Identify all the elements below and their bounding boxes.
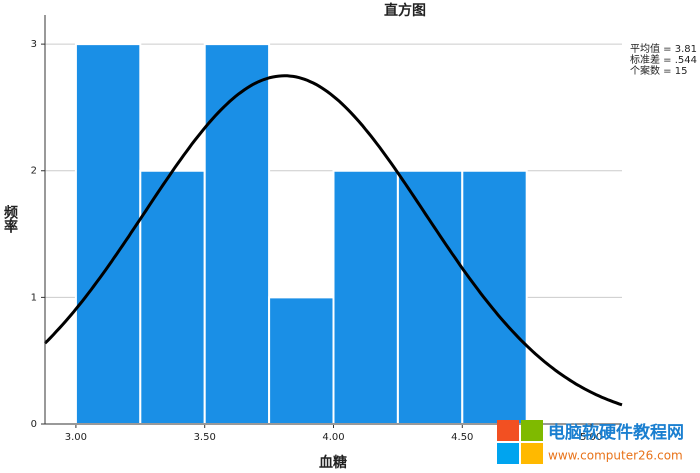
x-tick-label: 3.50 bbox=[194, 432, 216, 443]
y-axis-label: 频率 bbox=[2, 204, 18, 234]
x-axis-label: 血糖 bbox=[319, 454, 347, 471]
y-tick-label: 0 bbox=[31, 419, 37, 430]
normal-curve bbox=[43, 74, 623, 407]
x-tick-label: 3.00 bbox=[65, 432, 87, 443]
y-tick-label: 1 bbox=[31, 292, 37, 303]
stats-label: 个案数 = 15 bbox=[630, 64, 687, 77]
stats-label: 平均值 = 3.81 bbox=[630, 42, 697, 55]
stats-label: 标准差 = .544 bbox=[630, 53, 697, 66]
watermark: 电脑软硬件教程网 www.computer26.com bbox=[497, 420, 684, 464]
bar bbox=[268, 296, 335, 425]
x-tick-label: 5.00 bbox=[580, 432, 602, 443]
watermark-url: www.computer26.com bbox=[548, 449, 683, 463]
watermark-name: 电脑软硬件教程网 bbox=[548, 422, 684, 443]
logo-tile bbox=[497, 443, 519, 464]
logo-tile bbox=[521, 420, 543, 441]
bar bbox=[332, 169, 399, 425]
y-tick-label: 2 bbox=[31, 166, 37, 177]
bar bbox=[139, 169, 206, 425]
bar bbox=[461, 169, 528, 425]
y-tick-label: 3 bbox=[31, 39, 37, 50]
chart-title: 直方图 bbox=[384, 2, 426, 19]
logo-tile bbox=[521, 443, 543, 464]
x-tick-label: 4.50 bbox=[451, 432, 473, 443]
bar bbox=[396, 169, 464, 425]
logo-tile bbox=[497, 420, 519, 441]
bar bbox=[203, 43, 271, 425]
x-tick-label: 4.00 bbox=[322, 432, 344, 443]
